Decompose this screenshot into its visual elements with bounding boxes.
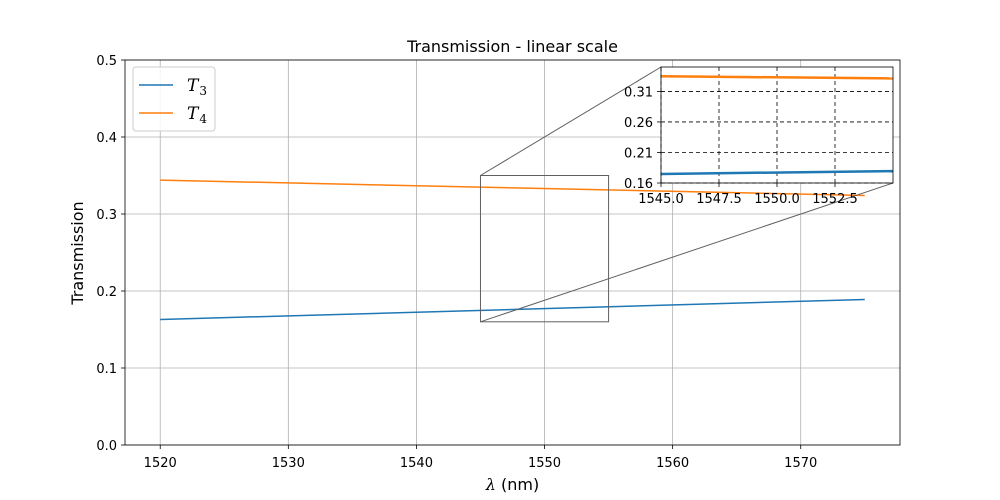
legend-label-subscript: 3 bbox=[199, 84, 207, 98]
inset-series-line-T3 bbox=[661, 169, 893, 176]
x-tick-label: 1530 bbox=[272, 456, 305, 471]
inset-x-tick-label: 1545.0 bbox=[638, 192, 684, 207]
x-tick-label: 1560 bbox=[656, 456, 689, 471]
inset-y-tick-label: 0.31 bbox=[624, 85, 653, 100]
x-tick-label: 1550 bbox=[528, 456, 561, 471]
x-axis-label: λ (nm) bbox=[485, 475, 539, 494]
series-line-T3 bbox=[160, 298, 865, 321]
inset-series-line-T4 bbox=[661, 74, 893, 80]
x-tick-label: 1540 bbox=[400, 456, 433, 471]
legend-label-main: T bbox=[187, 104, 200, 124]
legend-label: T3 bbox=[187, 76, 207, 98]
x-axis-label-unit: (nm) bbox=[496, 475, 539, 494]
x-tick-label: 1570 bbox=[784, 456, 817, 471]
inset-y-tick-label: 0.26 bbox=[624, 116, 653, 131]
plot-frame bbox=[124, 59, 901, 446]
y-tick-label: 0.5 bbox=[96, 54, 117, 69]
inset-y-tick-label: 0.16 bbox=[624, 177, 653, 192]
inset-x-tick-label: 1547.5 bbox=[696, 192, 742, 207]
zoom-connector-line bbox=[480, 182, 894, 323]
y-tick-label: 0.1 bbox=[96, 362, 117, 377]
y-tick-label: 0.3 bbox=[96, 208, 117, 223]
legend-item: T4 bbox=[139, 104, 207, 126]
inset-x-tick-label: 1552.5 bbox=[812, 192, 858, 207]
legend-box bbox=[132, 66, 216, 132]
y-axis-label: Transmission bbox=[68, 201, 87, 305]
inset-x-tick-label: 1550.0 bbox=[754, 192, 800, 207]
x-tick-label: 1520 bbox=[144, 456, 177, 471]
y-tick-label: 0.0 bbox=[96, 439, 117, 454]
zoom-indicator-box bbox=[479, 175, 610, 323]
y-tick-label: 0.2 bbox=[96, 285, 117, 300]
zoom-connector-line bbox=[480, 66, 662, 176]
legend-label: T4 bbox=[187, 104, 207, 126]
x-axis-label-symbol: λ bbox=[485, 475, 496, 494]
series-line-T4 bbox=[160, 179, 865, 197]
inset-y-tick-label: 0.21 bbox=[624, 146, 653, 161]
legend-label-subscript: 4 bbox=[199, 112, 207, 126]
legend-label-main: T bbox=[187, 76, 200, 96]
y-tick-label: 0.4 bbox=[96, 131, 117, 146]
chart-title: Transmission - linear scale bbox=[406, 37, 618, 56]
legend-item: T3 bbox=[139, 76, 207, 98]
